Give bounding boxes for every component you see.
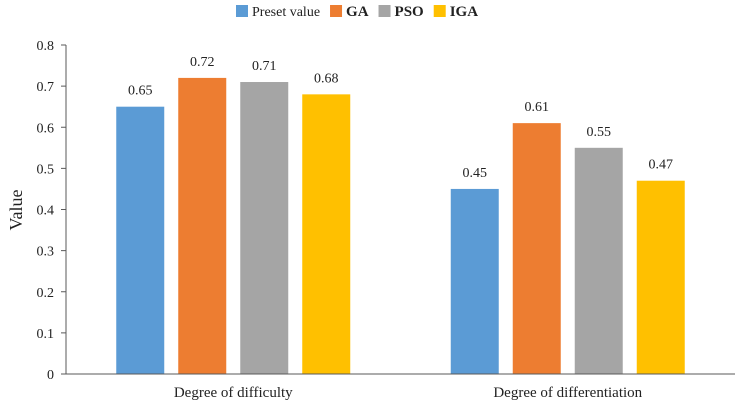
data-labels: 0.65 0.72 0.71 0.68 0.45 0.61 0.55 0.47 [128,55,673,181]
y-tick-label: 0.1 [37,327,55,342]
legend-label-iga: IGA [450,4,479,20]
data-label: 0.68 [314,71,339,86]
legend-swatch-ga [330,5,343,17]
data-label: 0.55 [587,125,612,140]
y-tick-label: 0.5 [37,162,55,177]
y-axis-ticks: 0 0.1 0.2 0.3 0.4 0.5 0.6 0.7 0.8 [37,39,66,383]
legend: Preset value GA PSO IGA [236,4,478,20]
data-label: 0.65 [128,84,153,99]
y-tick-label: 0.8 [37,39,55,54]
bar-iga [302,94,351,374]
data-label: 0.72 [190,55,215,70]
bar-ga [178,77,227,375]
bar-pso [240,82,289,374]
category-label: Degree of differentiation [493,385,642,400]
bars [116,77,685,375]
y-tick-label: 0.3 [37,245,55,260]
category-label: Degree of difficulty [174,385,293,400]
bar-preset-value [450,188,499,374]
data-label: 0.61 [525,100,550,115]
legend-label-ga: GA [346,4,369,20]
bar-pso [574,147,623,374]
y-tick-label: 0.7 [37,80,55,95]
data-label: 0.45 [463,166,488,181]
y-tick-label: 0.4 [37,204,55,219]
y-tick-label: 0.6 [37,121,55,136]
legend-label-preset-value: Preset value [252,5,320,20]
data-label: 0.71 [252,59,277,74]
category-labels: Degree of difficulty Degree of differenti… [174,385,643,400]
y-tick-label: 0.2 [37,286,55,301]
bar-ga [512,123,561,374]
legend-label-pso: PSO [395,4,424,20]
legend-swatch-iga [433,5,446,17]
legend-swatch-pso [378,5,391,17]
bar-preset-value [116,106,165,374]
y-axis-title: Value [6,189,26,230]
y-tick-label: 0 [47,368,54,383]
data-label: 0.47 [649,158,674,173]
legend-swatch-preset-value [236,5,248,17]
bar-iga [636,180,685,374]
